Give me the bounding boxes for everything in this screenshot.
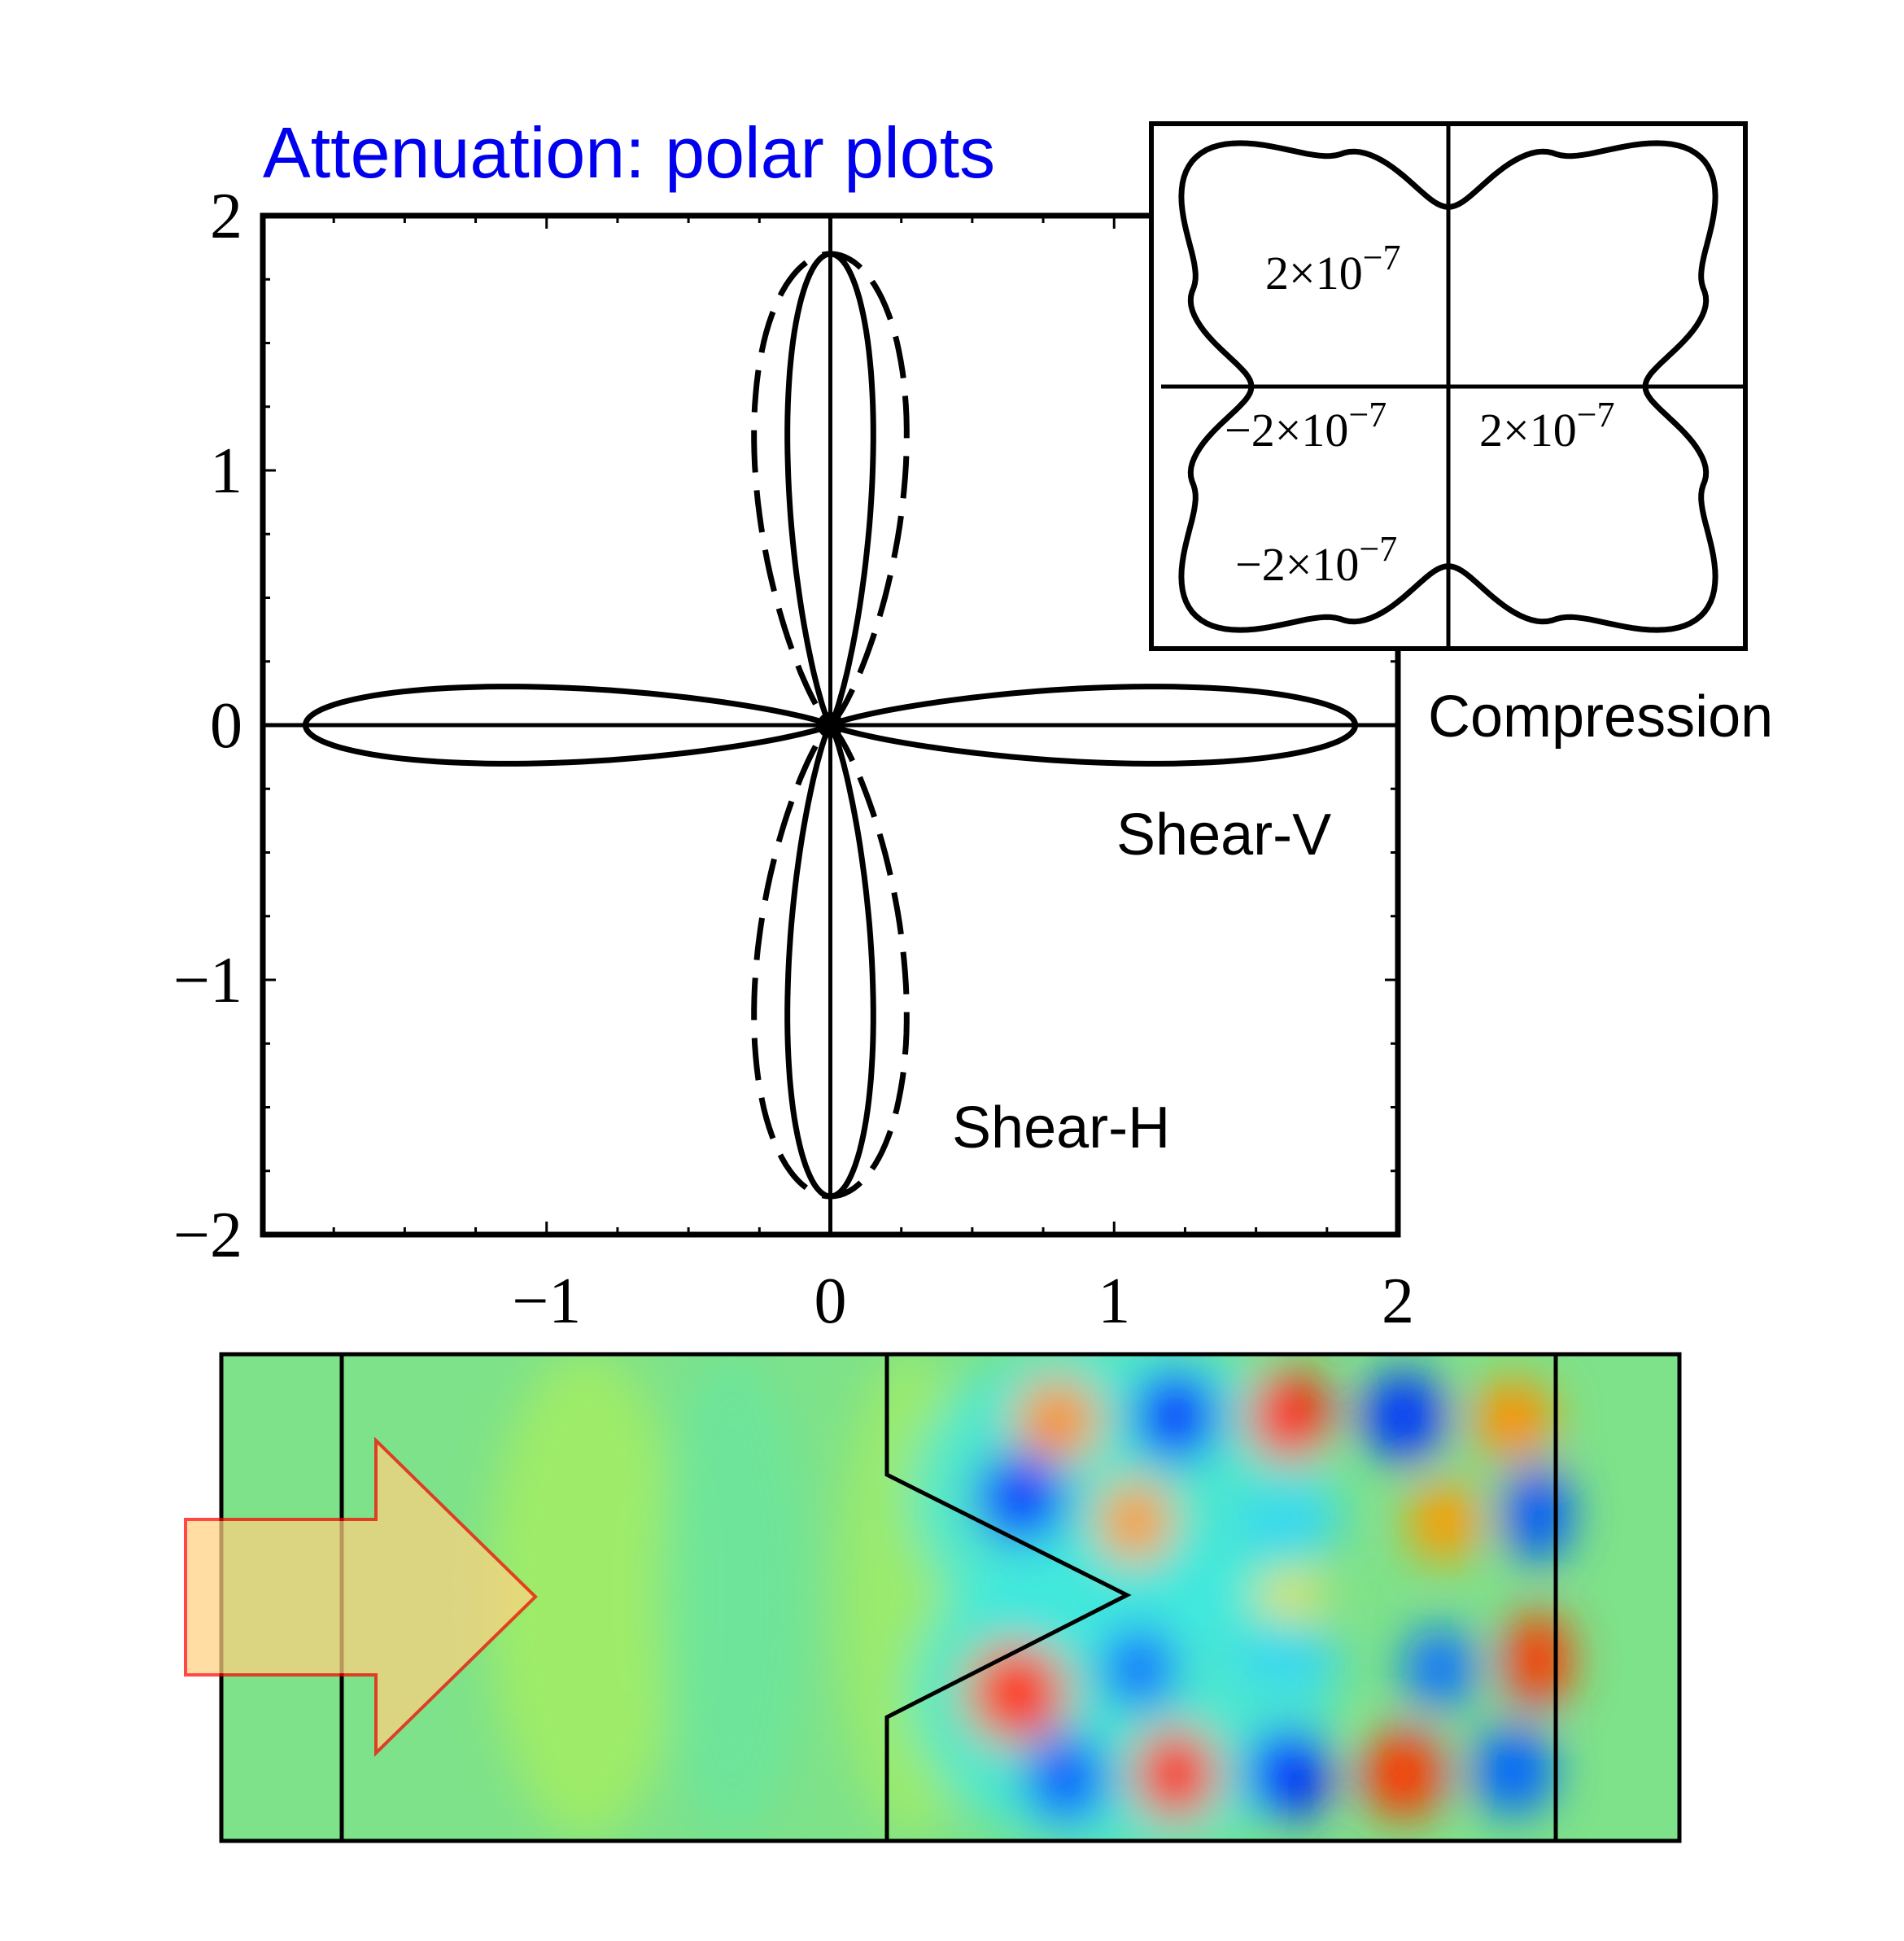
y-tick-label: 2 [210,181,242,252]
notch-boundary [884,1354,1132,1841]
y-tick-label: −2 [173,1200,242,1271]
series-shear-v-lobe [825,684,1359,767]
chart-title: Attenuation: polar plots [263,112,995,193]
inset-tick-x-pos: 2×10−7 [1479,395,1615,457]
series-group [302,251,1359,1200]
inset-tick-y-neg: −2×10−7 [1235,529,1397,591]
inset-tick-x-neg: −2×10−7 [1225,395,1387,457]
y-tick-label: 1 [210,435,242,507]
x-tick-label: 1 [1098,1266,1130,1337]
series-shear-v-lobe [302,684,836,767]
x-tick-label: −1 [512,1266,581,1337]
x-tick-label: 0 [814,1266,847,1337]
series-shear-h-lobe [751,251,910,729]
y-tick-label: 0 [210,690,242,762]
x-tick-label: 2 [1382,1266,1414,1337]
inset-polar-plot: 2×10−7 −2×10−7 2×10−7 −2×10−7 Compressio… [1149,121,1773,750]
series-label-compression: Compression [1428,684,1773,750]
series-label-shear-v: Shear-V [1116,802,1331,868]
wavefield-heatmap [184,1352,1682,1843]
series-label-shear-h: Shear-H [952,1095,1170,1161]
series-shear-h-lobe [751,721,910,1200]
compression-curve [1178,140,1718,633]
main-polar-plot: Attenuation: polar plots −1 0 1 2 2 1 0 −1 −2 Sh… [173,112,1414,1337]
y-tick-label: −1 [173,945,242,1016]
tick-labels: −1 0 1 2 2 1 0 −1 −2 [173,181,1414,1337]
origin-dot [817,712,844,738]
inset-tick-y-pos: 2×10−7 [1265,238,1401,299]
arrow-icon [184,1436,538,1757]
